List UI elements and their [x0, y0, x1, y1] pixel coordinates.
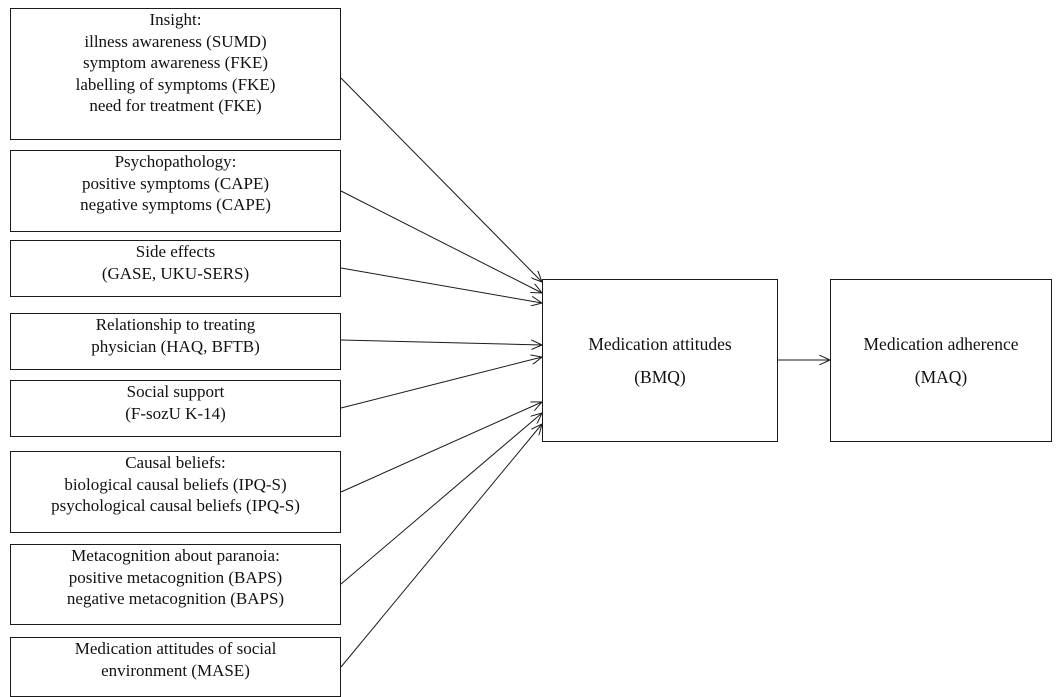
outcome-title: Medication adherence [863, 333, 1019, 354]
box-measure: environment (MASE) [101, 660, 250, 680]
box-measure: (F-sozU K-14) [125, 403, 226, 423]
mediator-box-medication-attitudes: Medication attitudes (BMQ) [542, 279, 778, 442]
box-title: Insight: [149, 10, 202, 29]
box-measure: need for treatment (FKE) [89, 96, 262, 115]
box-measure: negative metacognition (BAPS) [66, 589, 285, 608]
box-measure: symptom awareness (FKE) [82, 53, 269, 72]
box-measure: positive metacognition (BAPS) [68, 567, 283, 587]
outcome-box-medication-adherence: Medication adherence (MAQ) [830, 279, 1052, 442]
predictor-box-metacognition: Metacognition about paranoia: positive m… [10, 544, 341, 625]
arrow-causal-beliefs-to-attitudes [340, 402, 542, 493]
box-title: Medication attitudes of social [74, 639, 277, 658]
mediator-title: Medication attitudes [588, 333, 732, 354]
outcome-measure: (MAQ) [914, 366, 968, 387]
box-title: Psychopathology: [114, 152, 237, 171]
box-measure: positive symptoms (CAPE) [81, 173, 269, 193]
box-measure: psychological causal beliefs (IPQ-S) [51, 496, 300, 515]
box-measure: labelling of symptoms (FKE) [75, 74, 276, 94]
box-title: Causal beliefs: [125, 453, 226, 472]
arrow-psychopathology-to-attitudes [340, 190, 542, 293]
mediator-measure: (BMQ) [634, 366, 686, 387]
arrow-side-effects-to-attitudes [340, 267, 542, 303]
predictor-box-relationship-physician: Relationship to treating physician (HAQ,… [10, 313, 341, 370]
box-title: Metacognition about paranoia: [71, 546, 280, 565]
predictor-box-social-environment: Medication attitudes of social environme… [10, 637, 341, 697]
box-measure: illness awareness (SUMD) [84, 31, 267, 51]
box-measure: physician (HAQ, BFTB) [91, 336, 260, 356]
box-measure: negative symptoms (CAPE) [80, 195, 271, 214]
predictor-box-social-support: Social support (F-sozU K-14) [10, 380, 341, 437]
arrow-metacognition-to-attitudes [340, 413, 542, 585]
predictor-box-insight: Insight: illness awareness (SUMD) sympto… [10, 8, 341, 140]
box-title: Relationship to treating [95, 315, 256, 334]
predictor-box-causal-beliefs: Causal beliefs: biological causal belief… [10, 451, 341, 533]
arrow-social-environment-to-attitudes [340, 424, 542, 668]
box-measure: biological causal beliefs (IPQ-S) [64, 474, 287, 494]
arrow-insight-to-attitudes [340, 77, 542, 282]
box-measure: (GASE, UKU-SERS) [101, 263, 250, 283]
box-title: Social support [126, 382, 225, 401]
predictor-box-side-effects: Side effects (GASE, UKU-SERS) [10, 240, 341, 297]
box-title: Side effects [135, 242, 216, 261]
arrow-relationship-to-attitudes [340, 339, 542, 345]
predictor-box-psychopathology: Psychopathology: positive symptoms (CAPE… [10, 150, 341, 232]
arrow-social-support-to-attitudes [340, 357, 542, 409]
